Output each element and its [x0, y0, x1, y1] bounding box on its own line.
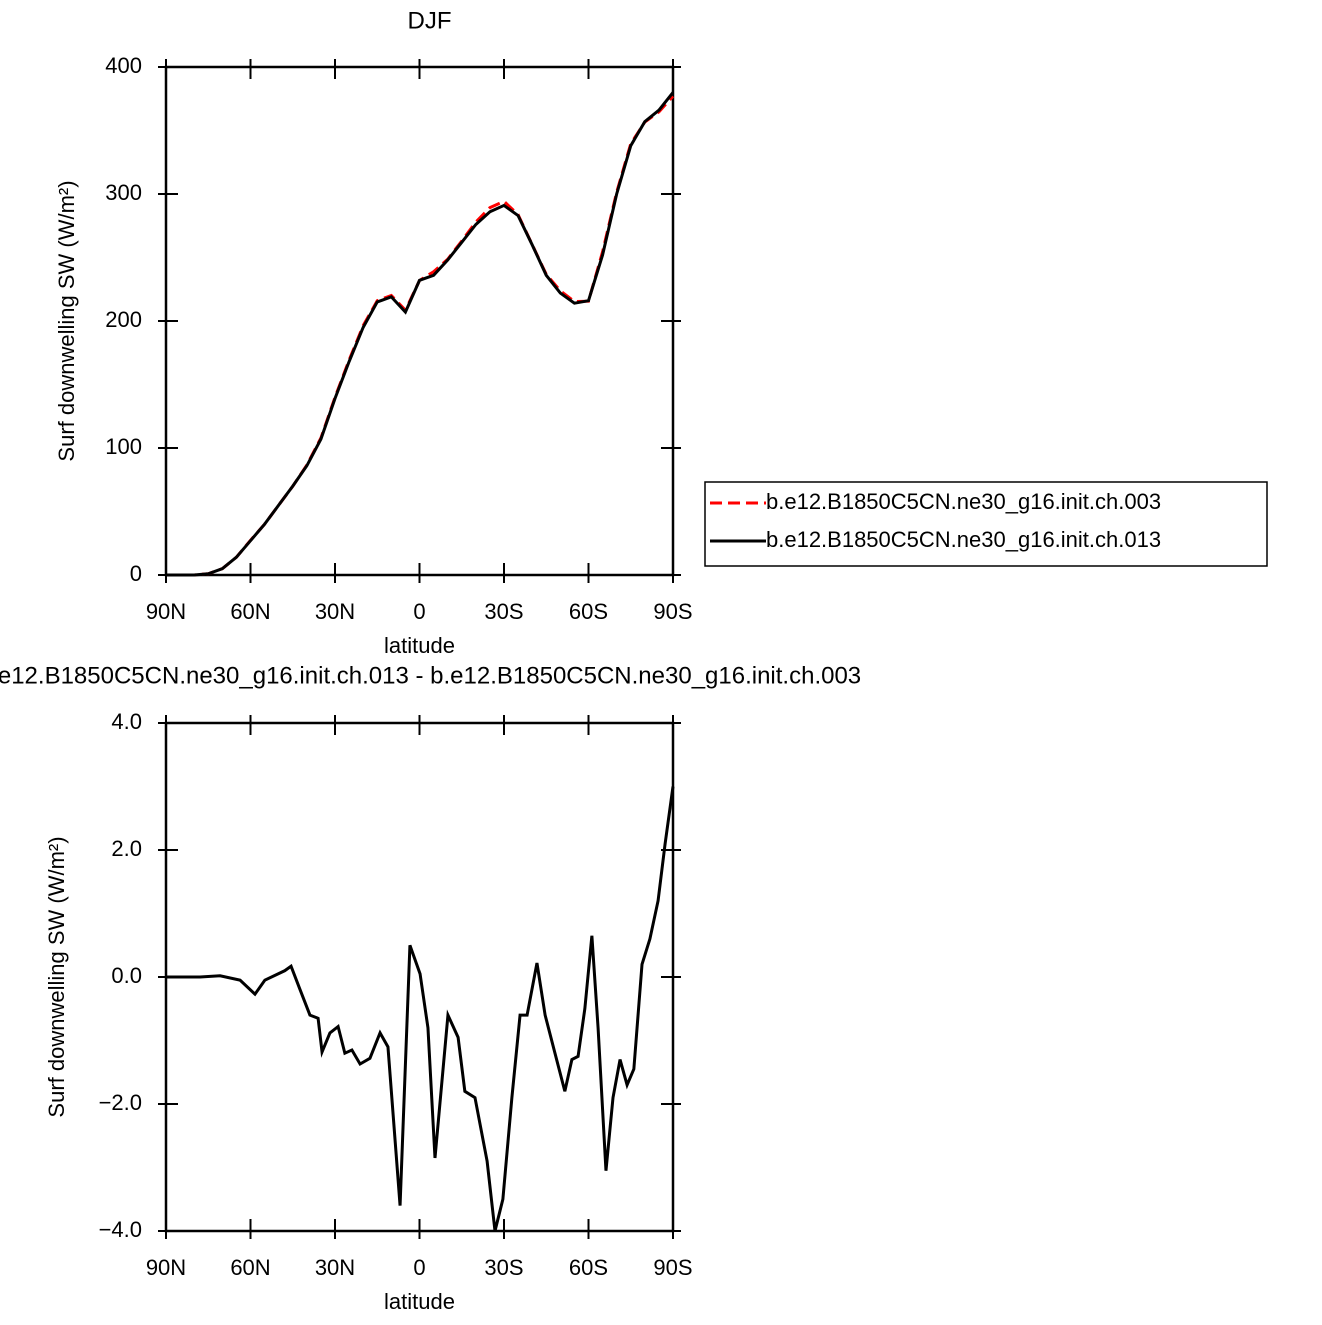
y-tick-label: 0 — [130, 561, 142, 586]
x-tick-label: 0 — [413, 599, 425, 624]
y-tick-label: 200 — [105, 307, 142, 332]
y-axis-label: Surf downwelling SW (W/m²) — [44, 836, 69, 1117]
chart-title: DJF — [408, 7, 452, 34]
y-tick-label: 2.0 — [111, 836, 142, 861]
x-tick-label: 90N — [146, 1255, 186, 1280]
x-axis-label: latitude — [384, 1289, 455, 1314]
x-tick-label: 30N — [315, 1255, 355, 1280]
y-tick-label: 300 — [105, 180, 142, 205]
x-tick-label: 0 — [413, 1255, 425, 1280]
x-tick-label: 60S — [569, 599, 608, 624]
x-tick-label: 90S — [653, 1255, 692, 1280]
y-tick-label: 4.0 — [111, 709, 142, 734]
data-line — [166, 91, 675, 577]
y-tick-label: −2.0 — [99, 1090, 142, 1115]
x-tick-label: 60S — [569, 1255, 608, 1280]
y-axis-label: Surf downwelling SW (W/m²) — [54, 180, 79, 461]
x-tick-label: 90N — [146, 599, 186, 624]
y-tick-label: 0.0 — [111, 963, 142, 988]
x-tick-label: 60N — [230, 599, 270, 624]
y-tick-label: −4.0 — [99, 1217, 142, 1242]
y-tick-label: 100 — [105, 434, 142, 459]
x-tick-label: 30S — [484, 599, 523, 624]
x-tick-label: 30S — [484, 1255, 523, 1280]
y-tick-label: 400 — [105, 53, 142, 78]
x-axis-label: latitude — [384, 633, 455, 658]
x-tick-label: 60N — [230, 1255, 270, 1280]
legend-label: b.e12.B1850C5CN.ne30_g16.init.ch.013 — [766, 527, 1161, 552]
data-line — [166, 786, 675, 1232]
legend-box — [704, 481, 1268, 567]
legend-label: b.e12.B1850C5CN.ne30_g16.init.ch.003 — [766, 489, 1161, 514]
x-tick-label: 30N — [315, 599, 355, 624]
chart-title: b.e12.B1850C5CN.ne30_g16.init.ch.013 - b… — [0, 662, 861, 689]
plot-frame — [164, 65, 675, 577]
data-line — [166, 95, 675, 577]
x-tick-label: 90S — [653, 599, 692, 624]
